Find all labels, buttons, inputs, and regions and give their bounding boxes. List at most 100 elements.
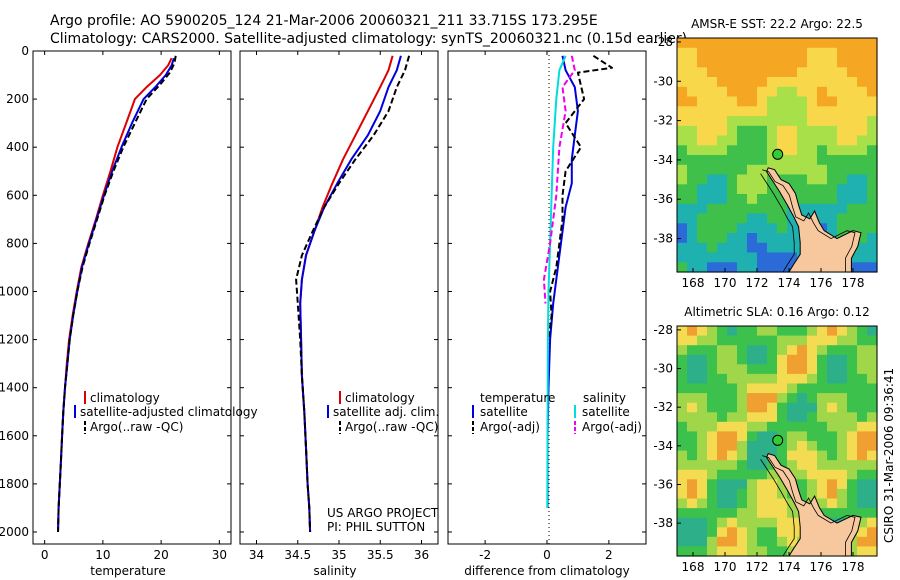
map-cell: [707, 431, 718, 442]
map-cell: [807, 194, 818, 205]
map-cell: [747, 345, 758, 356]
map-cell: [767, 233, 778, 244]
map-cell: [707, 38, 718, 49]
map-cell: [757, 106, 768, 117]
map-cell: [697, 86, 708, 98]
map-cell: [677, 450, 688, 461]
map-cell: [707, 203, 718, 215]
map-cell: [707, 262, 718, 273]
sst-map-title: AMSR-E SST: 22.2 Argo: 22.5: [691, 17, 863, 31]
map-cell: [697, 106, 708, 117]
map-cell: [787, 393, 798, 404]
map-cell: [747, 488, 758, 500]
map-cell: [827, 383, 838, 394]
map-cell: [797, 203, 808, 215]
map-y-tick-label: -32: [653, 400, 673, 414]
map-cell: [677, 354, 688, 365]
map-x-tick-label: 170: [714, 276, 737, 290]
map-cell: [847, 412, 858, 423]
map-cell: [677, 421, 688, 432]
map-cell: [737, 184, 748, 195]
map-cell: [857, 194, 868, 205]
map-cell: [807, 135, 818, 146]
map-cell: [707, 106, 718, 117]
map-cell: [727, 57, 738, 68]
map-cell: [777, 393, 788, 404]
map-cell: [717, 488, 728, 500]
map-cell: [797, 86, 808, 98]
map-cell: [827, 460, 838, 471]
map-cell: [707, 450, 718, 461]
map-cell: [777, 479, 788, 490]
map-cell: [787, 116, 798, 127]
map-cell: [797, 57, 808, 68]
y-tick-label: 200: [6, 92, 29, 106]
map-cell: [757, 393, 768, 404]
map-cell: [687, 431, 698, 442]
map-cell: [737, 412, 748, 423]
map-cell: [717, 213, 728, 224]
y-tick-label: 1200: [0, 333, 29, 347]
x-tick-label: -2: [479, 548, 491, 562]
map-cell: [687, 77, 698, 88]
map-cell: [747, 431, 758, 442]
map-cell: [857, 488, 868, 500]
map-cell: [807, 345, 818, 356]
map-cell: [777, 164, 788, 176]
map-cell: [757, 345, 768, 356]
map-cell: [847, 135, 858, 146]
map-cell: [847, 252, 858, 263]
map-cell: [777, 116, 788, 127]
map-cell: [827, 164, 838, 176]
map-cell: [727, 106, 738, 117]
map-cell: [817, 345, 828, 356]
map-cell: [717, 546, 728, 557]
map-cell: [857, 364, 868, 375]
map-cell: [767, 335, 778, 346]
map-cell: [757, 508, 768, 519]
difference-ticks: -2 0 2: [448, 50, 646, 562]
map-cell: [717, 233, 728, 244]
shelf-contour: [760, 169, 856, 273]
map-cell: [727, 38, 738, 49]
map-cell: [717, 164, 728, 176]
map-cell: [817, 145, 828, 156]
map-cell: [687, 536, 698, 547]
map-cell: [747, 184, 758, 195]
sla-argo-marker: [772, 434, 784, 446]
map-cell: [687, 508, 698, 519]
map-cell: [817, 421, 828, 432]
map-cell: [687, 174, 698, 185]
map-cell: [747, 421, 758, 432]
legend-label-sal-satellite: satellite: [582, 405, 630, 419]
map-cell: [787, 450, 798, 461]
map-cell: [747, 242, 758, 254]
map-cell: [727, 77, 738, 88]
map-cell: [847, 194, 858, 205]
y-tick-label: 2000: [0, 525, 29, 539]
map-cell: [817, 125, 828, 137]
map-cell: [827, 393, 838, 404]
map-cell: [837, 450, 848, 461]
x-tick-label: 10: [95, 548, 110, 562]
map-cell: [767, 345, 778, 356]
map-cell: [797, 38, 808, 49]
map-cell: [737, 383, 748, 394]
map-cell: [697, 373, 708, 385]
map-cell: [697, 517, 708, 528]
map-cell: [747, 203, 758, 215]
map-cell: [767, 194, 778, 205]
map-cell: [827, 86, 838, 98]
map-cell: [677, 364, 688, 375]
map-cell: [817, 431, 828, 442]
map-cell: [847, 469, 858, 480]
map-cell: [847, 57, 858, 68]
temperature-axes-frame: [32, 50, 232, 545]
map-cell: [687, 262, 698, 273]
map-cell: [737, 77, 748, 88]
map-cell: [867, 164, 878, 176]
map-cell: [757, 402, 768, 413]
map-cell: [687, 38, 698, 49]
map-y-tick-label: -38: [653, 516, 673, 530]
map-cell: [857, 402, 868, 413]
